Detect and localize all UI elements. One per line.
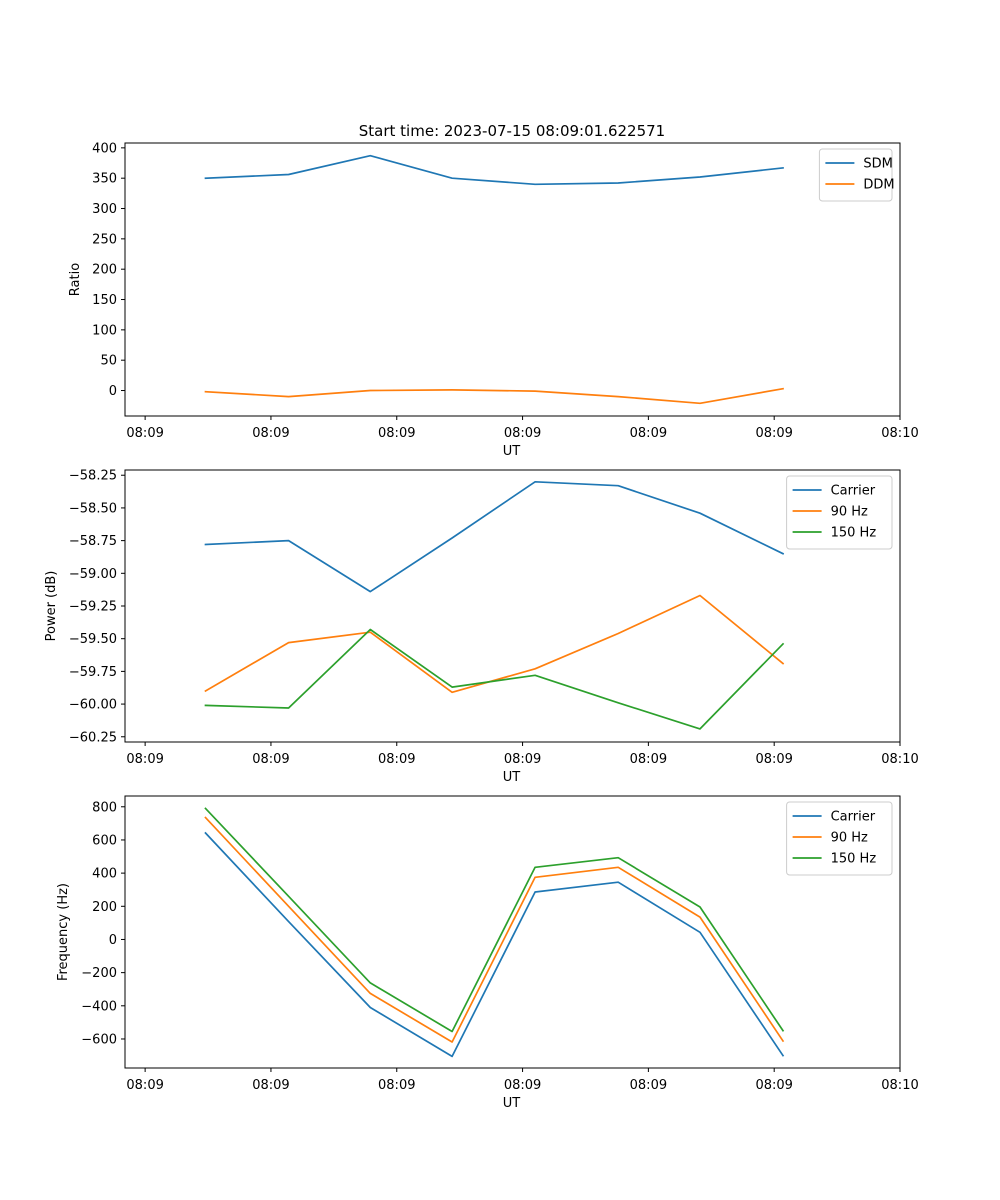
x-tick-label: 08:09	[630, 752, 667, 767]
legend-label: 90 Hz	[831, 505, 868, 520]
y-tick-label: −200	[81, 966, 117, 981]
x-tick-label: 08:09	[126, 752, 163, 767]
y-tick-label: −60.00	[69, 698, 117, 713]
x-tick-label: 08:10	[881, 426, 918, 441]
series-line-carrier	[204, 831, 785, 1058]
x-tick-label: 08:09	[252, 1078, 289, 1093]
figure-title: Start time: 2023-07-15 08:09:01.622571	[359, 122, 665, 140]
x-tick-label: 08:09	[126, 426, 163, 441]
x-tick-label: 08:09	[378, 752, 415, 767]
x-tick-label: 08:09	[504, 426, 541, 441]
x-tick-label: 08:09	[504, 752, 541, 767]
y-tick-label: 0	[109, 933, 117, 948]
x-tick-label: 08:09	[378, 426, 415, 441]
series-line-150-hz	[204, 807, 785, 1033]
y-tick-label: 150	[92, 293, 117, 308]
y-axis-label: Frequency (Hz)	[56, 883, 71, 981]
series-line-sdm	[204, 154, 784, 186]
y-tick-label: −59.50	[69, 632, 117, 647]
legend-box	[786, 801, 893, 876]
chart-1: 08:09 08:09 08:09 08:09 08:09 08:09 08:10 0 50 10…	[68, 141, 919, 459]
legend-label: DDM	[863, 178, 894, 193]
charts-container: 08:09 08:09 08:09 08:09 08:09 08:09 08:10 0 50 10…	[44, 141, 919, 1111]
plot-area-frame	[124, 795, 901, 1069]
x-tick-label: 08:09	[378, 1078, 415, 1093]
legend-box	[818, 148, 893, 202]
y-tick-label: 100	[92, 323, 117, 338]
y-tick-label: −58.50	[69, 501, 117, 516]
x-axis-label: UT	[503, 444, 521, 459]
y-tick-label: −58.25	[69, 469, 117, 484]
y-tick-label: 0	[109, 384, 117, 399]
legend-box	[786, 475, 893, 550]
y-tick-label: −58.75	[69, 534, 117, 549]
series-line-90-hz	[204, 816, 785, 1043]
y-tick-label: 200	[92, 900, 117, 915]
x-tick-label: 08:09	[755, 426, 792, 441]
y-tick-label: −59.25	[69, 600, 117, 615]
y-axis-label: Ratio	[68, 263, 83, 296]
y-tick-label: −59.00	[69, 567, 117, 582]
chart-3: 08:09 08:09 08:09 08:09 08:09 08:09 08:10 −600 −…	[56, 795, 919, 1111]
y-tick-label: −400	[81, 999, 117, 1014]
x-tick-label: 08:10	[881, 752, 918, 767]
x-tick-label: 08:10	[881, 1078, 918, 1093]
y-axis-label: Power (dB)	[44, 571, 59, 642]
x-tick-label: 08:09	[755, 1078, 792, 1093]
x-axis-label: UT	[503, 770, 521, 785]
y-tick-label: 400	[92, 141, 117, 156]
y-tick-label: −60.25	[69, 730, 117, 745]
x-tick-label: 08:09	[755, 752, 792, 767]
x-axis-label: UT	[503, 1096, 521, 1111]
y-tick-label: 250	[92, 232, 117, 247]
x-tick-label: 08:09	[504, 1078, 541, 1093]
legend-label: 90 Hz	[831, 831, 868, 846]
legend: Carrier 90 Hz 150 Hz	[786, 801, 893, 876]
y-tick-label: 400	[92, 867, 117, 882]
y-tick-label: 600	[92, 833, 117, 848]
y-tick-label: 300	[92, 202, 117, 217]
legend-label: 150 Hz	[831, 526, 877, 541]
legend: Carrier 90 Hz 150 Hz	[786, 475, 893, 550]
x-tick-label: 08:09	[630, 1078, 667, 1093]
y-tick-label: −600	[81, 1032, 117, 1047]
y-tick-label: 350	[92, 172, 117, 187]
chart-2: 08:09 08:09 08:09 08:09 08:09 08:09 08:10 −60.2…	[44, 469, 919, 785]
series-line-150-hz	[204, 628, 785, 730]
legend: SDM DDM	[818, 148, 895, 202]
x-tick-label: 08:09	[630, 426, 667, 441]
legend-label: 150 Hz	[831, 852, 877, 867]
y-tick-label: 50	[100, 354, 117, 369]
y-tick-label: 200	[92, 263, 117, 278]
x-tick-label: 08:09	[126, 1078, 163, 1093]
y-tick-label: 800	[92, 800, 117, 815]
legend-label: SDM	[863, 157, 892, 172]
series-line-carrier	[204, 480, 785, 593]
legend-label: Carrier	[831, 810, 876, 825]
x-tick-label: 08:09	[252, 752, 289, 767]
series-line-ddm	[204, 387, 784, 405]
x-tick-label: 08:09	[252, 426, 289, 441]
legend-label: Carrier	[831, 484, 876, 499]
plot-area-frame	[124, 142, 901, 417]
y-tick-label: −59.75	[69, 665, 117, 680]
